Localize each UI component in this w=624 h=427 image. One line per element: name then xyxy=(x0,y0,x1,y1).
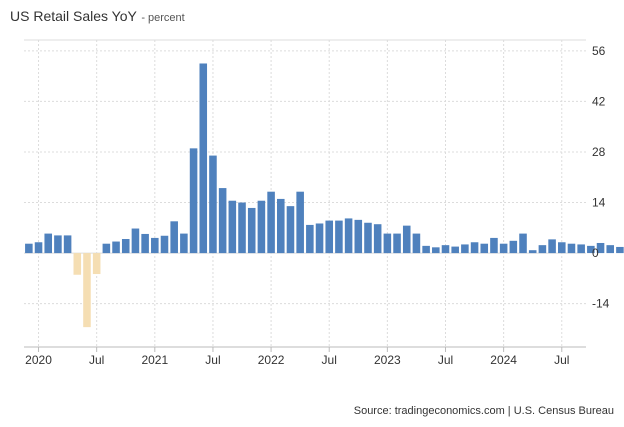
bar-2023-01 xyxy=(383,233,392,254)
x-tick-label: 2023 xyxy=(374,353,401,367)
chart-grid xyxy=(24,39,586,348)
bar-2024-09 xyxy=(577,244,585,254)
bar-2022-08 xyxy=(335,220,343,254)
x-tick-label: 2020 xyxy=(25,353,52,367)
chart-title-text: US Retail Sales YoY xyxy=(10,8,137,24)
y-tick-label: 0 xyxy=(592,246,599,260)
x-tick-label: Jul xyxy=(438,353,453,367)
bar-2024-02 xyxy=(509,240,518,254)
bar-2023-10 xyxy=(470,242,479,254)
source-credit: Source: tradingeconomics.com | U.S. Cens… xyxy=(353,405,614,417)
bar-2020-07 xyxy=(92,253,101,275)
bar-2023-02 xyxy=(393,233,401,254)
bar-2022-12 xyxy=(373,224,382,254)
bar-2020-01 xyxy=(34,242,43,254)
y-tick-label: 28 xyxy=(592,145,606,159)
bar-undefined xyxy=(587,245,595,254)
bar-2024-03 xyxy=(519,233,527,254)
bar-2023-06 xyxy=(432,247,440,254)
bar-2020-11 xyxy=(131,228,140,254)
bar-2022-03 xyxy=(286,206,295,254)
bar-2021-05 xyxy=(189,148,198,254)
bar-2021-01 xyxy=(151,237,159,254)
bar-2024-01 xyxy=(499,243,508,254)
bar-2021-09 xyxy=(228,200,237,254)
bar-2020-03 xyxy=(54,235,62,254)
bar-2023-03 xyxy=(402,225,411,254)
bar-2020-05 xyxy=(73,253,82,275)
bar-2020-10 xyxy=(121,239,130,254)
bar-2024-06 xyxy=(548,239,556,254)
bar-undefined xyxy=(606,245,615,254)
bar-2021-07 xyxy=(209,155,217,254)
x-tick-label: 2022 xyxy=(258,353,285,367)
bar-2022-11 xyxy=(364,222,372,254)
y-tick-label: 42 xyxy=(592,94,606,108)
bar-2021-08 xyxy=(218,188,227,254)
bar-2019-12 xyxy=(25,243,33,254)
bar-2023-05 xyxy=(422,245,430,254)
bar-2024-07 xyxy=(558,242,566,254)
x-tick-label: Jul xyxy=(554,353,569,367)
x-tick-label: 2024 xyxy=(490,353,517,367)
x-tick-label: 2021 xyxy=(141,353,168,367)
x-axis-ticks: 2020 Jul 2021 Jul 2022 Jul 2023 Jul 2024 Jul xyxy=(25,347,569,367)
bar-2022-04 xyxy=(296,191,304,254)
bar-2020-04 xyxy=(63,235,72,254)
chart-bars xyxy=(25,63,624,328)
bar-2021-03 xyxy=(170,221,178,254)
bar-2022-01 xyxy=(267,191,275,254)
bar-2024-05 xyxy=(538,245,547,254)
x-tick-label: Jul xyxy=(89,353,104,367)
bar-2023-12 xyxy=(490,237,498,254)
y-tick-label: 14 xyxy=(592,196,606,210)
bar-2020-02 xyxy=(44,233,53,254)
chart-unit-label: - percent xyxy=(141,12,185,24)
bar-2021-04 xyxy=(180,233,188,254)
bar-2021-11 xyxy=(247,207,256,254)
bar-2023-08 xyxy=(451,246,459,254)
bar-2020-06 xyxy=(83,253,91,328)
bar-2022-02 xyxy=(277,198,285,254)
bar-undefined xyxy=(596,242,605,254)
bar-2022-10 xyxy=(354,219,363,254)
bar-2021-06 xyxy=(199,63,208,254)
chart-title: US Retail Sales YoY - percent xyxy=(10,8,185,26)
bar-2023-04 xyxy=(412,233,421,254)
bar-2024-08 xyxy=(567,243,576,254)
bar-2022-05 xyxy=(306,224,314,254)
bar-2021-02 xyxy=(160,235,169,254)
x-tick-label: Jul xyxy=(205,353,220,367)
bar-2020-08 xyxy=(102,243,111,254)
x-tick-label: Jul xyxy=(322,353,337,367)
bar-undefined xyxy=(616,246,624,254)
bar-2022-07 xyxy=(325,220,334,254)
bar-2023-07 xyxy=(441,245,450,254)
bar-2021-12 xyxy=(257,200,266,254)
bar-2020-12 xyxy=(141,233,149,254)
bar-2022-09 xyxy=(344,218,353,254)
bar-2022-06 xyxy=(315,223,324,254)
bar-2020-09 xyxy=(112,241,120,254)
bar-2023-09 xyxy=(461,244,469,254)
bar-2024-04 xyxy=(528,250,537,254)
y-axis-ticks: 56 42 28 14 0 -14 xyxy=(592,44,610,311)
y-tick-label: 56 xyxy=(592,44,606,58)
bar-2023-11 xyxy=(480,243,489,254)
y-tick-label: -14 xyxy=(592,297,610,311)
bar-2021-10 xyxy=(238,202,246,254)
